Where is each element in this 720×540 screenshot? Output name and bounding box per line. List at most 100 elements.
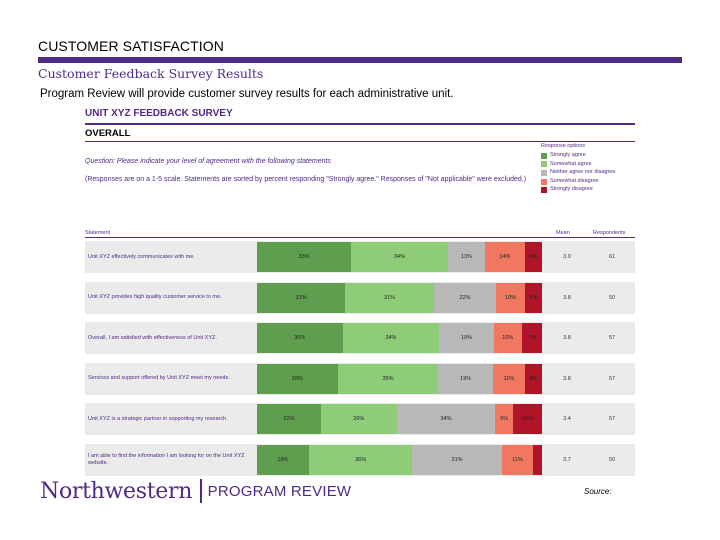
bar-segment-label: 26%: [353, 416, 365, 422]
row-statement: Unit XYZ effectively communicates with m…: [88, 253, 195, 260]
bar-segment-somewhat-disagree: 11%: [493, 363, 525, 394]
header-rule: [85, 237, 635, 238]
bar-segment-label: 35%: [382, 375, 394, 382]
row-mean: 3.9: [563, 254, 571, 260]
row-statement: Unit XYZ provides high quality customer …: [88, 294, 222, 301]
column-header-statement: Statement: [85, 230, 111, 236]
row-respondents: 50: [608, 456, 616, 463]
northwestern-logo: Northwestern PROGRAM REVIEW: [40, 476, 351, 506]
stacked-bar: 31% 31% 22% 10% 6%: [257, 282, 542, 313]
bar-segment-label: 6%: [529, 375, 538, 382]
bar-segment-label: 33%: [298, 254, 310, 260]
chart-row: Unit XYZ effectively communicates with m…: [85, 241, 635, 273]
chart-row: Services and support offered by Unit XYZ…: [85, 362, 635, 395]
legend-label: Strongly disagree: [550, 186, 593, 193]
bar-segment-label: 6%: [529, 254, 538, 260]
bar-segment-somewhat-agree: 36%: [308, 444, 413, 475]
bar-segment-label: 22%: [459, 294, 471, 301]
legend-label: Somewhat disagree: [550, 177, 599, 184]
row-statement: I am able to find the information I am l…: [88, 453, 245, 466]
stacked-bar: 22% 26% 34% 6% 10%: [257, 404, 542, 434]
overall-rule-top: [85, 123, 635, 125]
survey-note: (Responses are on a 1-5 scale. Statement…: [85, 176, 527, 183]
slide-subtitle: Customer Feedback Survey Results: [38, 66, 264, 81]
bar-segment-strongly-disagree: 6%: [524, 282, 542, 313]
bar-segment-somewhat-disagree: 10%: [493, 323, 523, 353]
bar-segment-strongly-disagree: 6%: [524, 242, 542, 272]
legend-item-strongly-disagree: Strongly disagree: [541, 186, 615, 195]
legend-label: Somewhat agree: [550, 160, 592, 167]
bar-segment-label: 11%: [503, 375, 515, 382]
row-mean: 3.8: [563, 375, 571, 382]
stacked-bar: 33% 34% 13% 14% 6%: [257, 242, 542, 272]
bar-segment-label: 10%: [505, 294, 517, 301]
bar-segment-somewhat-agree: 35%: [337, 363, 439, 394]
legend-swatch: [541, 178, 547, 185]
bar-segment-somewhat-agree: 26%: [320, 404, 397, 434]
survey-title: UNIT XYZ FEEDBACK SURVEY: [85, 108, 233, 119]
row-respondents: 61: [608, 254, 616, 260]
bar-segment-label: 30%: [294, 335, 306, 341]
bar-segment-strongly-disagree: 6%: [524, 363, 542, 394]
stacked-bar: 30% 34% 19% 10% 7%: [257, 323, 542, 353]
bar-segment-label: 31%: [295, 294, 307, 301]
legend-item-strongly-agree: Strongly agree: [541, 152, 615, 161]
logo-wordmark: Northwestern: [40, 478, 193, 504]
source-label: Source:: [584, 487, 612, 496]
chart-row: I am able to find the information I am l…: [85, 443, 635, 476]
bar-segment-label: 34%: [393, 254, 405, 260]
row-respondents: 50: [608, 294, 616, 301]
bar-segment-label: 31%: [451, 456, 463, 463]
row-respondents: 57: [608, 335, 616, 341]
section-heading: OVERALL: [85, 128, 131, 139]
legend-swatch: [541, 152, 547, 159]
bar-segment-strongly-agree: 18%: [257, 444, 309, 475]
chart-row: Unit XYZ is a strategic partner in suppo…: [85, 403, 635, 435]
bar-segment-label: 13%: [460, 254, 472, 260]
bar-segment-somewhat-agree: 31%: [345, 282, 434, 313]
intro-text: Program Review will provide customer sur…: [40, 88, 454, 100]
legend-title: Response options: [541, 143, 586, 149]
overall-rule-bottom: [85, 141, 635, 142]
bar-segment-neutral: 31%: [412, 444, 502, 475]
bar-segment-somewhat-agree: 34%: [351, 242, 448, 272]
bar-segment-somewhat-disagree: 14%: [484, 242, 525, 272]
chart-rows: Unit XYZ effectively communicates with m…: [85, 241, 635, 484]
bar-segment-strongly-agree: 31%: [257, 282, 346, 313]
chart-legend: Response options Strongly agree Somewhat …: [541, 143, 615, 194]
logo-divider: [200, 479, 202, 503]
bar-segment-label: 10%: [502, 335, 514, 341]
row-respondents: 57: [608, 375, 616, 382]
bar-segment-strongly-agree: 33%: [257, 242, 352, 272]
row-statement: Services and support offered by Unit XYZ…: [88, 375, 230, 382]
bar-segment-label: 22%: [283, 416, 295, 422]
bar-segment-neutral: 22%: [433, 282, 497, 313]
bar-segment-label: 11%: [512, 456, 523, 463]
legend-item-neutral: Neither agree nor disagree: [541, 169, 615, 178]
bar-segment-neutral: 34%: [396, 404, 496, 434]
bar-segment-label: 10%: [521, 416, 533, 422]
row-respondents: 57: [608, 416, 616, 422]
bar-segment-label: 6%: [500, 416, 509, 422]
column-header-mean: Mean: [556, 230, 570, 236]
row-statement: Overall, I am satisfied with effectivene…: [88, 334, 217, 341]
row-mean: 3.4: [563, 416, 571, 422]
bar-segment-somewhat-agree: 34%: [342, 323, 440, 353]
bar-segment-strongly-agree: 30%: [257, 323, 343, 353]
bar-segment-label: 14%: [499, 254, 511, 260]
bar-segment-label: 7%: [528, 335, 536, 341]
bar-segment-label: 34%: [385, 335, 397, 341]
bar-segment-somewhat-disagree: 6%: [495, 404, 513, 434]
survey-question: Question: Please indicate your level of …: [85, 158, 331, 165]
bar-segment-neutral: 13%: [447, 242, 485, 272]
bar-segment-label: 19%: [460, 335, 472, 341]
bar-segment-label: 18%: [277, 456, 289, 463]
row-mean: 3.8: [563, 294, 571, 301]
bar-segment-label: 36%: [355, 456, 367, 463]
slide-title: CUSTOMER SATISFACTION: [38, 38, 224, 54]
legend-swatch: [541, 169, 547, 176]
column-header-respondents: Respondents: [593, 230, 626, 236]
bar-segment-label: 28%: [291, 375, 303, 382]
bar-segment-label: 34%: [440, 416, 452, 422]
chart-row: Overall, I am satisfied with effectivene…: [85, 322, 635, 354]
